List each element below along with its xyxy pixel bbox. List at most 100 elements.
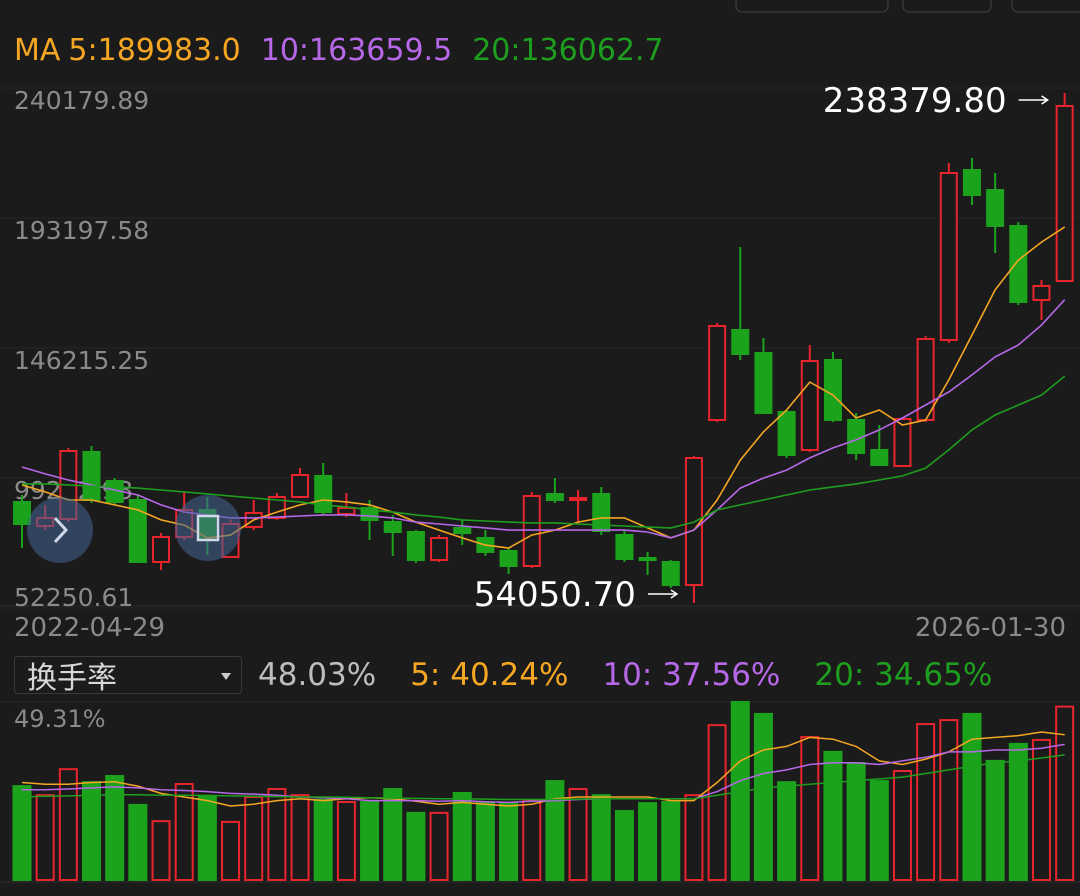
candle-body: [986, 188, 1005, 227]
ma-line: [21, 226, 1066, 549]
volume-bar: [985, 759, 1005, 882]
indicator-dropdown[interactable]: 换手率: [14, 656, 242, 696]
y-tick-label: 49.31%: [14, 705, 106, 733]
candle-body: [499, 550, 518, 567]
candle-body: [360, 507, 379, 521]
candle-body: [708, 324, 727, 421]
volume-bar: [777, 781, 797, 882]
volume-bar: [174, 782, 194, 881]
overlay-buttons: [27, 495, 241, 563]
candle-body: [939, 172, 958, 341]
volume-bar: [591, 794, 611, 881]
ma-line: [22, 743, 1065, 804]
annotation-arrowhead: [1041, 95, 1050, 105]
candle-body: [82, 450, 101, 502]
volume-bar: [429, 811, 449, 881]
volume-bar: [82, 781, 102, 882]
legend-entry: 5: 40.24%: [410, 657, 569, 693]
volume-bar: [939, 719, 959, 882]
zoom-icon: [196, 514, 220, 542]
zoom-button[interactable]: [175, 495, 241, 561]
x-tick-label: 2022-04-29: [14, 613, 165, 643]
volume-bar: [12, 785, 32, 881]
candle-body: [569, 496, 588, 502]
candle-body: [291, 473, 310, 498]
volume-bar: [197, 794, 217, 881]
volume-bar: [962, 712, 982, 881]
candle-body: [754, 351, 773, 414]
candle-body: [522, 494, 541, 567]
volume-bar: [614, 810, 634, 882]
candle-body: [893, 417, 912, 467]
legend-entry: 5:189983.0: [68, 32, 241, 68]
candle-body: [314, 474, 333, 513]
scroll-left-button[interactable]: [27, 497, 93, 563]
volume-bar: [522, 798, 542, 882]
volume-bar: [313, 798, 333, 882]
volume-bar: [58, 768, 78, 881]
ma-legend: MA 5:189983.0 10:163659.5 20:136062.7: [14, 30, 664, 70]
annotation: 238379.80: [823, 81, 1007, 121]
volume-bar: [661, 801, 681, 882]
y-tick-label: 240179.89: [14, 86, 149, 115]
candle-body: [615, 534, 634, 560]
candle-body: [383, 521, 402, 533]
volume-bar: [869, 780, 889, 882]
candle-body: [13, 500, 31, 525]
volume-bar: [1008, 742, 1028, 882]
ma-label: MA: [14, 32, 61, 68]
volume-bar: [1031, 738, 1051, 881]
candle-body: [545, 493, 564, 502]
top-button[interactable]: [902, 0, 992, 13]
volume-bar: [707, 724, 727, 881]
x-tick-label: 2026-01-30: [915, 613, 1066, 643]
volume-bar: [244, 795, 264, 881]
ma-line: [21, 754, 1065, 801]
candle-body: [1032, 285, 1051, 302]
candle-body: [406, 530, 425, 561]
candle-body: [823, 358, 842, 421]
y-tick-label: 146215.25: [14, 346, 149, 375]
volume-bar: [128, 803, 148, 881]
annotation: 54050.70: [474, 575, 636, 615]
volume-bar: [267, 788, 287, 881]
volume-bar: [151, 820, 171, 882]
candle-body: [592, 493, 611, 532]
volume-bar: [916, 723, 936, 881]
ma-line: [22, 375, 1066, 529]
current-value: 48.03%: [258, 657, 377, 693]
top-button[interactable]: [735, 0, 889, 13]
volume-bar: [452, 792, 472, 881]
volume-bar: [475, 802, 495, 881]
candle-body: [800, 359, 819, 452]
top-button[interactable]: [1011, 0, 1080, 13]
candle-body: [731, 329, 750, 355]
volume-bar: [1055, 705, 1075, 881]
volume-bar: [568, 788, 588, 881]
candle-body: [128, 499, 147, 563]
volume-bar: [545, 780, 565, 882]
legend-entry: 10:163659.5: [260, 32, 453, 68]
volume-bar: [638, 802, 658, 881]
volume-bar: [35, 794, 55, 881]
candle-body: [152, 536, 171, 563]
candle-body: [430, 536, 449, 561]
candle-body: [777, 410, 796, 456]
candle-body: [453, 527, 472, 534]
volume-bar: [360, 801, 380, 882]
volume-bar: [221, 820, 241, 881]
annotation-arrowhead: [670, 589, 679, 599]
legend-entry: 20:136062.7: [472, 32, 664, 68]
legend-entry: 10: 37.56%: [602, 657, 781, 693]
volume-bar: [823, 750, 843, 882]
candle-body: [962, 168, 981, 196]
candle-body: [870, 449, 889, 467]
volume-bar: [892, 769, 912, 882]
legend-entry: 20: 34.65%: [814, 657, 993, 693]
volume-bar: [406, 811, 426, 881]
candle-body: [638, 557, 657, 562]
chevron-icon: [53, 516, 69, 544]
volume-bar: [336, 801, 356, 882]
